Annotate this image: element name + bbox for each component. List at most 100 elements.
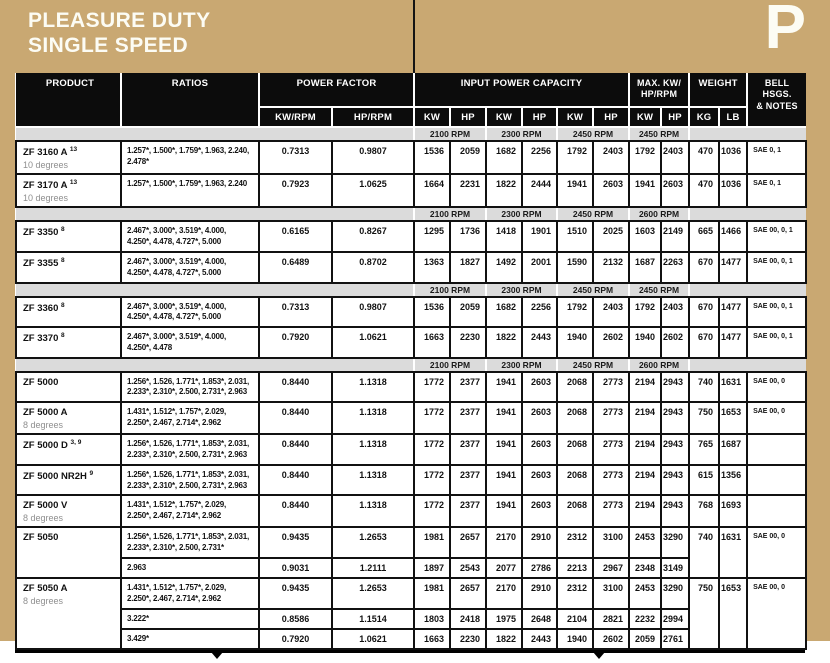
capacity-value: 2377 xyxy=(449,494,487,529)
product-name: ZF 3160 A 13 xyxy=(23,146,117,158)
max-capacity-value: 2943 xyxy=(660,494,691,529)
capacity-value: 2603 xyxy=(591,173,631,209)
product-name: ZF 3360 8 xyxy=(23,302,117,314)
max-capacity-value: 3290 xyxy=(660,526,691,560)
capacity-value: 2001 xyxy=(521,250,558,284)
max-capacity-value: 2943 xyxy=(660,463,691,497)
capacity-value: 2602 xyxy=(591,627,631,650)
rpm-band-label: 2450 RPM xyxy=(628,126,691,142)
product-name: ZF 5000 NR2H 9 xyxy=(23,470,117,482)
weight-kg-value: 765 xyxy=(688,433,721,466)
product-name-text: ZF 5000 D xyxy=(23,440,68,452)
hp-per-rpm-value: 1.0625 xyxy=(331,173,415,209)
hp-per-rpm-value: 1.1318 xyxy=(331,463,415,497)
weight-kg-value: 670 xyxy=(688,250,721,284)
bell-housing-notes: SAE 00, 0 xyxy=(746,370,808,404)
weight-lb-value: 1653 xyxy=(718,401,749,436)
hp-per-rpm-value: 1.2653 xyxy=(331,577,415,610)
capacity-value: 2068 xyxy=(556,463,594,497)
table-row: ZF 3170 A 13 10 degrees 1.257*, 1.500*, 1.… xyxy=(15,173,808,209)
capacity-value: 2603 xyxy=(521,401,558,436)
product-name-text: ZF 3355 xyxy=(23,258,59,270)
ratios-cell: 1.257*, 1.500*, 1.759*, 1.963, 2.240, 2.… xyxy=(120,139,260,176)
max-capacity-value: 2194 xyxy=(628,370,663,404)
product-footnote: 3, 9 xyxy=(70,439,82,447)
capacity-value: 2418 xyxy=(449,607,487,630)
capacity-value: 2910 xyxy=(521,577,558,610)
kw-per-rpm-value: 0.9031 xyxy=(258,557,333,580)
weight-header: WEIGHT xyxy=(688,73,749,108)
hp-per-rpm-value: 1.2653 xyxy=(331,526,415,560)
capacity-value: 2025 xyxy=(591,220,631,253)
rpm-band-spacer xyxy=(16,126,415,142)
product-cell: ZF 3370 8 xyxy=(15,326,122,359)
rpm-band-row: 2100 RPM 2300 RPM 2450 RPM 2450 RPM xyxy=(16,281,807,298)
weight-lb-value: 1477 xyxy=(718,295,749,329)
ratios-cell: 1.257*, 1.500*, 1.759*, 1.963, 2.240 xyxy=(120,173,260,209)
max-capacity-value: 3290 xyxy=(660,577,691,610)
product-footnote: 8 xyxy=(61,256,65,264)
bell-housing-notes: SAE 0, 1 xyxy=(746,139,808,176)
continued-indicator xyxy=(593,651,605,659)
kw-per-rpm-value: 0.7313 xyxy=(258,139,333,176)
capacity-value: 2068 xyxy=(556,433,594,466)
product-cell: ZF 5000 D 3, 9 xyxy=(15,433,122,466)
product-name: ZF 5000 xyxy=(23,377,117,388)
page-title: PLEASURE DUTY SINGLE SPEED xyxy=(28,8,211,58)
product-name-text: ZF 5050 A xyxy=(23,583,68,595)
max-capacity-value: 2149 xyxy=(660,220,691,253)
weight-kg-value: 740 xyxy=(688,526,721,580)
capacity-value: 2443 xyxy=(521,326,558,359)
capacity-value: 2170 xyxy=(485,577,523,610)
capacity-value: 2059 xyxy=(449,139,487,176)
rpm-band-spacer xyxy=(688,126,807,142)
hp-unit-header: HP xyxy=(660,106,691,128)
max-capacity-value: 2603 xyxy=(660,173,691,209)
ratios-cell: 2.963 xyxy=(120,557,260,580)
capacity-value: 2444 xyxy=(521,173,558,209)
capacity-value: 2403 xyxy=(591,295,631,329)
kw-per-rpm-value: 0.6165 xyxy=(258,220,333,253)
table-row: 3.429* 0.7920 1.0621 1663 2230 1822 2443 1940 26… xyxy=(16,627,806,650)
capacity-value: 1941 xyxy=(485,370,523,404)
hp-per-rpm-value: 1.2111 xyxy=(331,557,415,580)
kw-per-rpm-value: 0.8440 xyxy=(258,494,333,529)
weight-kg-value: 740 xyxy=(688,370,721,404)
weight-lb-value: 1687 xyxy=(718,433,749,466)
page-title-line2: SINGLE SPEED xyxy=(28,34,189,58)
capacity-value: 1803 xyxy=(413,607,451,630)
capacity-value: 1772 xyxy=(413,494,451,529)
capacity-value: 2773 xyxy=(591,433,631,466)
product-name: ZF 5050 xyxy=(23,532,117,543)
product-name-text: ZF 3170 A xyxy=(23,180,68,192)
capacity-value: 1981 xyxy=(413,577,451,610)
product-name-text: ZF 5050 xyxy=(23,532,59,544)
product-header: PRODUCT xyxy=(16,73,122,128)
kw-per-rpm-value: 0.8440 xyxy=(258,433,333,466)
capacity-value: 2821 xyxy=(591,607,631,630)
capacity-value: 2648 xyxy=(521,607,558,630)
kw-rpm-header: KW/RPM xyxy=(258,106,333,128)
product-name: ZF 3355 8 xyxy=(23,257,117,269)
capacity-value: 2377 xyxy=(449,370,487,404)
ratios-cell: 2.467*, 3.000*, 3.519*, 4.000, 4.250*, 4… xyxy=(120,326,260,359)
kw-per-rpm-value: 0.7923 xyxy=(258,173,333,209)
continued-indicator xyxy=(211,651,223,659)
max-capacity-value: 3149 xyxy=(660,557,691,580)
capacity-value: 2603 xyxy=(521,370,558,404)
product-cell: ZF 5050 xyxy=(15,526,122,580)
ratios-cell: 2.467*, 3.000*, 3.519*, 4.000, 4.250*, 4… xyxy=(120,295,260,329)
max-capacity-value: 2994 xyxy=(660,607,691,630)
hp-per-rpm-value: 0.8267 xyxy=(331,220,415,253)
left-margin-strip xyxy=(0,73,15,641)
weight-lb-value: 1036 xyxy=(718,173,749,209)
ratios-cell: 1.256*, 1.526, 1.771*, 1.853*, 2.031, 2.… xyxy=(120,526,260,560)
capacity-value: 1736 xyxy=(449,220,487,253)
hp-per-rpm-value: 0.9807 xyxy=(331,139,415,176)
kw-per-rpm-value: 0.6489 xyxy=(258,250,333,284)
